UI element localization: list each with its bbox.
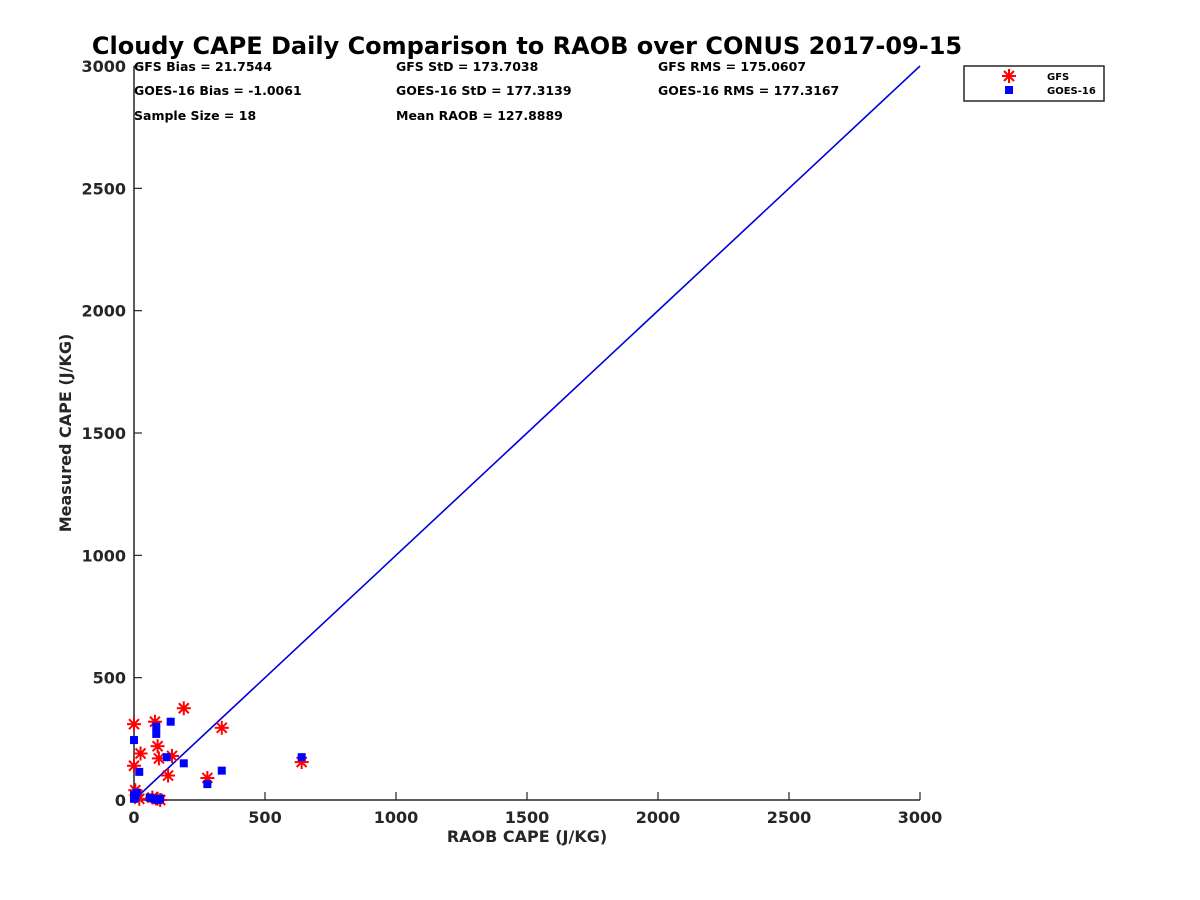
x-tick-label: 500 <box>248 808 281 827</box>
stat-gfs-std: GFS StD = 173.7038 <box>396 59 538 74</box>
stat-gfs-bias: GFS Bias = 21.7544 <box>134 59 272 74</box>
y-tick-label: 500 <box>93 669 126 688</box>
goes16-point <box>132 788 141 797</box>
gfs-point <box>161 768 176 783</box>
gfs-point <box>133 746 148 761</box>
goes16-point <box>203 780 212 789</box>
legend-goes-label: GOES-16 <box>1047 86 1096 97</box>
y-tick-label: 3000 <box>81 57 126 76</box>
goes16-point <box>297 753 306 762</box>
stat-mean-raob: Mean RAOB = 127.8889 <box>396 108 563 123</box>
goes16-point <box>156 794 165 803</box>
gfs-point <box>176 701 191 716</box>
gfs-point <box>214 720 229 735</box>
y-tick-label: 2000 <box>81 302 126 321</box>
gfs-point <box>150 739 165 754</box>
goes16-point <box>145 793 154 802</box>
one-to-one-line <box>133 65 921 801</box>
goes16-point <box>130 794 138 803</box>
goes16-point <box>217 766 226 775</box>
stat-sample-size: Sample Size = 18 <box>134 108 256 123</box>
legend-goes-marker <box>1005 86 1013 94</box>
goes16-point <box>152 722 161 731</box>
y-tick-label: 2500 <box>81 179 126 198</box>
stat-gfs-rms: GFS RMS = 175.0607 <box>658 59 806 74</box>
stats-annotations: GFS Bias = 21.7544 GFS StD = 173.7038 GF… <box>134 59 839 123</box>
goes16-point <box>166 717 175 726</box>
y-tick-label: 1500 <box>81 424 126 443</box>
legend-gfs-label: GFS <box>1047 72 1069 83</box>
x-tick-label: 1000 <box>374 808 419 827</box>
goes16-point <box>179 759 188 768</box>
y-tick-label: 0 <box>115 791 126 810</box>
x-tick-label: 2500 <box>767 808 812 827</box>
legend: GFS GOES-16 <box>963 65 1105 102</box>
plot-area: 0 500 1000 1500 2000 2500 3000 0 500 1000 1500 2000… <box>81 57 942 827</box>
x-axis-label: RAOB CAPE (J/KG) <box>447 827 607 846</box>
goes16-point <box>152 729 161 738</box>
y-axis-label: Measured CAPE (J/KG) <box>56 334 75 533</box>
gfs-point <box>127 717 141 732</box>
goes16-point <box>130 736 138 745</box>
goes16-point <box>135 767 144 776</box>
goes16-point <box>162 753 171 762</box>
x-tick-label: 0 <box>128 808 139 827</box>
y-tick-label: 1000 <box>81 546 126 565</box>
chart-title: Cloudy CAPE Daily Comparison to RAOB ove… <box>92 32 962 60</box>
legend-box <box>963 65 1105 102</box>
stat-goes-std: GOES-16 StD = 177.3139 <box>396 83 572 98</box>
stat-goes-rms: GOES-16 RMS = 177.3167 <box>658 83 839 98</box>
x-tick-label: 3000 <box>898 808 943 827</box>
legend-gfs-marker <box>1002 69 1016 83</box>
stat-goes-bias: GOES-16 Bias = -1.0061 <box>134 83 302 98</box>
x-tick-label: 1500 <box>505 808 550 827</box>
x-tick-label: 2000 <box>636 808 681 827</box>
